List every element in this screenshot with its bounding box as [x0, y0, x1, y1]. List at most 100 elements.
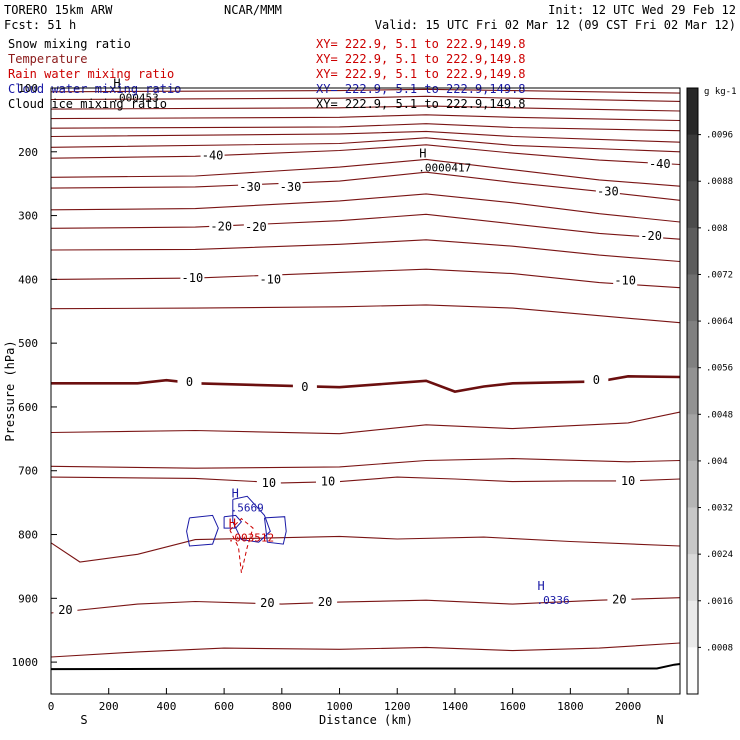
isotherm-label-bg: [209, 220, 234, 232]
isotherm-label: 20: [58, 603, 72, 617]
x-tick-label: 0: [48, 700, 55, 713]
y-tick-label: 400: [18, 273, 38, 286]
x-tick-label: 600: [214, 700, 234, 713]
extremum-value: .003512: [228, 531, 274, 544]
x-tick-label: 1600: [499, 700, 526, 713]
colorbar-label: .0032: [706, 504, 733, 514]
extremum-mark: H: [419, 146, 426, 160]
colorbar-frame: [686, 87, 699, 695]
isotherm-label-bg: [53, 603, 78, 615]
isotherm-label-bg: [292, 381, 317, 393]
x-tick-label: 800: [272, 700, 292, 713]
isotherm-m47: [50, 105, 681, 112]
center-title: NCAR/MMM: [224, 3, 282, 17]
colorbar-swatch: [687, 507, 698, 555]
isotherm-label: 10: [262, 476, 276, 490]
x-axis-label: Distance (km): [319, 713, 413, 727]
isotherm-label: 10: [321, 475, 335, 489]
x-axis-ticks: 0 200 400 600 800 1000 1200 1400 1600 1800 2000: [48, 688, 641, 713]
isotherm-label: 20: [260, 596, 274, 610]
legend-label-cloud-ice: Cloud ice mixing ratio: [8, 97, 167, 111]
y-axis-ticks: 100 200 300 400 500 600 700 800 900 1000: [12, 82, 57, 669]
valid-time: Valid: 15 UTC Fri 02 Mar 12 (09 CST Fri …: [375, 18, 736, 32]
isotherm-label: -10: [614, 274, 636, 288]
isotherm-label-bg: [255, 596, 280, 608]
isotherm-label-bg: [243, 221, 268, 233]
colorbar-label: .008: [706, 224, 728, 234]
y-axis-label: Pressure (hPa): [3, 340, 17, 441]
isotherm-label: -10: [182, 271, 204, 285]
model-title: TORERO 15km ARW: [4, 3, 113, 17]
isotherm-label: 0: [593, 373, 600, 387]
init-time: Init: 12 UTC Wed 29 Feb 12: [548, 3, 736, 17]
isotherm-label-bg: [315, 475, 340, 487]
isotherm-3: [50, 411, 681, 435]
isotherm-m44: [50, 130, 681, 143]
isotherm-m35: [50, 158, 681, 187]
isotherm-label-bg: [613, 274, 638, 286]
colorbar-label: .004: [706, 457, 728, 467]
isotherm-label: -30: [597, 184, 619, 198]
isotherm-25: [50, 642, 681, 658]
ground-surface: [50, 663, 681, 671]
temperature-isotherms: [50, 88, 681, 658]
y-tick-label: 700: [18, 465, 38, 478]
colorbar: .0096 .0088 .008 .0072 .0064 .0056 .0048 .004 .0…: [686, 87, 733, 695]
cloud-water-contour: [264, 516, 287, 545]
colorbar-label: .0064: [706, 317, 733, 327]
colorbar-label: .0008: [706, 643, 733, 653]
y-tick-label: 800: [18, 529, 38, 542]
y-tick-label: 600: [18, 401, 38, 414]
legend-xy-temperature: XY= 222.9, 5.1 to 222.9,149.8: [316, 52, 526, 66]
isotherm-label-bg: [180, 272, 205, 284]
isotherm-label: 20: [318, 595, 332, 609]
isotherm-label: 10: [621, 474, 635, 488]
isotherm-m45: [50, 123, 681, 132]
cloud-water-contour: [186, 514, 219, 547]
isotherm-label: 0: [186, 375, 193, 389]
legend: Snow mixing ratio XY= 222.9, 5.1 to 222.…: [8, 37, 526, 111]
isotherm-label-bg: [313, 596, 338, 608]
x-tick-label: 1000: [326, 700, 353, 713]
isotherm-m15: [50, 239, 681, 263]
isotherm-label: -20: [640, 229, 662, 243]
colorbar-label: .0016: [706, 597, 733, 607]
isotherm-label-bg: [595, 185, 620, 197]
ground-line: [50, 663, 681, 671]
x-tick-label: 200: [99, 700, 119, 713]
isotherm-label-bg: [258, 273, 283, 285]
x-tick-label: 1800: [557, 700, 584, 713]
isotherm-label-bg: [200, 149, 225, 161]
extremum-value: .5669: [231, 501, 264, 514]
cloud-water-contour: [232, 495, 271, 543]
legend-label-rain: Rain water mixing ratio: [8, 67, 174, 81]
isotherm-label-bg: [647, 157, 672, 169]
isotherm-label: -40: [649, 157, 671, 171]
extremum-value: .0336: [537, 594, 570, 607]
legend-xy-cloud-ice: XY= 222.9, 5.1 to 222.9,149.8: [316, 97, 526, 111]
isotherm-label-bg: [238, 180, 263, 192]
colorbar-unit: g kg-1: [704, 87, 737, 97]
y-tick-label: 500: [18, 337, 38, 350]
legend-xy-rain: XY= 222.9, 5.1 to 222.9,149.8: [316, 67, 526, 81]
colorbar-swatch: [687, 321, 698, 369]
isotherm-m46: [50, 114, 681, 122]
colorbar-label: .0096: [706, 131, 733, 141]
isotherm-label-bg: [607, 593, 632, 605]
endpoint-right: N: [656, 713, 663, 727]
colorbar-swatch: [687, 274, 698, 322]
isotherm-labels: -40 -40 -30 -30 -30 -20 -20 -20 -10 -10 -10 0 0 0 10 10…: [53, 149, 672, 617]
x-tick-label: 1400: [442, 700, 469, 713]
isotherm-m42: [50, 137, 681, 153]
isotherm-label-bg: [639, 229, 664, 241]
colorbar-swatch: [687, 367, 698, 415]
plot-frame: [50, 87, 681, 695]
cloud-water-contour: [223, 514, 243, 529]
extremum-mark: H: [232, 486, 239, 500]
isotherm-label-bg: [278, 180, 303, 192]
isotherm-label: -30: [239, 180, 261, 194]
colorbar-swatch: [687, 460, 698, 509]
isotherm-m5: [50, 304, 681, 324]
endpoint-left: S: [80, 713, 87, 727]
extremum-mark: H: [113, 76, 120, 90]
